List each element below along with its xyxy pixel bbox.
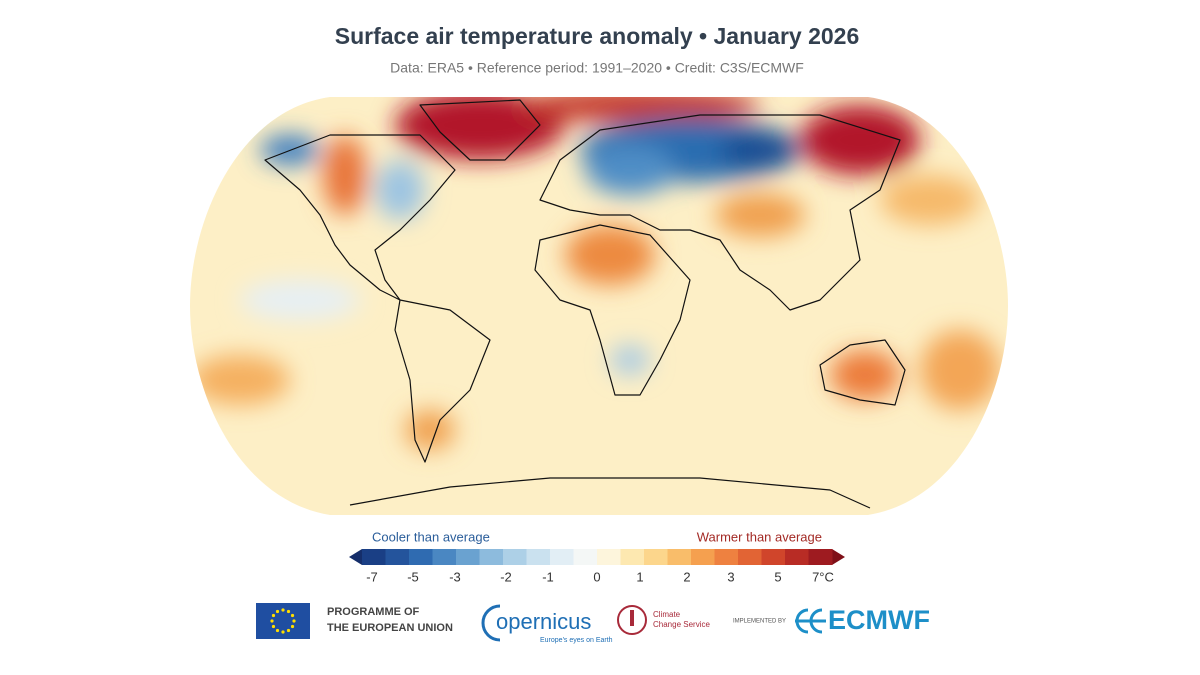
colorbar-cell xyxy=(714,549,739,565)
copernicus-tagline: Europe's eyes on Earth xyxy=(540,637,613,644)
eu-star xyxy=(275,628,280,633)
colorbar-cell xyxy=(597,549,621,565)
eu-star xyxy=(275,609,280,614)
implemented-by: IMPLEMENTED BY xyxy=(733,619,786,625)
colorbar-cell xyxy=(738,549,762,565)
map xyxy=(190,97,1008,515)
colorbar-cell xyxy=(409,549,433,565)
eu-star xyxy=(286,609,291,614)
colorbar-tick-label: 0 xyxy=(593,569,600,584)
eu-star xyxy=(290,624,295,629)
eu-line: THE EUROPEAN UNION xyxy=(327,622,453,634)
cooler-label: Cooler than average xyxy=(372,529,490,544)
colorbar-tick-label: 1 xyxy=(636,569,643,584)
colorbar-cell xyxy=(432,549,457,565)
colorbar-tick-label: -1 xyxy=(542,569,554,584)
c3s-logo xyxy=(617,605,647,635)
anomaly-field xyxy=(190,97,1000,450)
colorbar-cell xyxy=(761,549,786,565)
colorbar-cell xyxy=(785,549,809,565)
eu-star xyxy=(270,619,274,623)
coastlines xyxy=(264,99,906,509)
colorbar-cell xyxy=(550,549,574,565)
copernicus-name: opernicus xyxy=(496,609,591,634)
eu-star xyxy=(281,608,285,612)
colorbar-end xyxy=(349,549,362,565)
colorbar-tick-label: -3 xyxy=(449,569,461,584)
c3s-line: Change Service xyxy=(653,620,710,629)
ecmwf-symbol xyxy=(795,608,826,634)
colorbar-cell xyxy=(456,549,480,565)
colorbar-cell xyxy=(573,549,598,565)
title: Surface air temperature anomaly • Januar… xyxy=(335,23,860,49)
colorbar-cell xyxy=(479,549,504,565)
colorbar-cell xyxy=(691,549,715,565)
eu-star xyxy=(271,624,276,629)
colorbar-tick-label: -5 xyxy=(407,569,419,584)
colorbar-tick-label: 5 xyxy=(774,569,781,584)
colorbar-cell xyxy=(385,549,410,565)
colorbar: -7 -5 -3 -2 -1 0 1 2 3 5 7°C xyxy=(349,549,845,584)
eu-stars xyxy=(270,608,296,634)
eu-star xyxy=(290,613,295,618)
colorbar-cell xyxy=(644,549,668,565)
colorbar-end xyxy=(832,549,845,565)
colorbar-tick-label: 7°C xyxy=(812,569,834,584)
colorbar-tick-label: 2 xyxy=(683,569,690,584)
colorbar-cell xyxy=(620,549,645,565)
colorbar-tick-label: -2 xyxy=(500,569,512,584)
c3s-thermometer xyxy=(630,610,634,626)
subtitle: Data: ERA5 • Reference period: 1991–2020… xyxy=(390,60,804,76)
colorbar-cell xyxy=(526,549,551,565)
copernicus-c xyxy=(481,604,501,642)
colorbar-tick-label: 3 xyxy=(727,569,734,584)
colorbar-cell xyxy=(362,549,386,565)
colorbar-cell xyxy=(667,549,692,565)
eu-star xyxy=(271,613,276,618)
colorbar-cell xyxy=(808,549,833,565)
warmer-label: Warmer than average xyxy=(697,529,822,544)
colorbar-cell xyxy=(503,549,527,565)
eu-star xyxy=(281,630,285,634)
eu-line: PROGRAMME OF xyxy=(327,606,420,618)
eu-star xyxy=(292,619,296,623)
colorbar-tick-label: -7 xyxy=(366,569,378,584)
ecmwf-name: ECMWF xyxy=(828,605,930,635)
c3s-line: Climate xyxy=(653,610,681,619)
eu-star xyxy=(286,628,291,633)
